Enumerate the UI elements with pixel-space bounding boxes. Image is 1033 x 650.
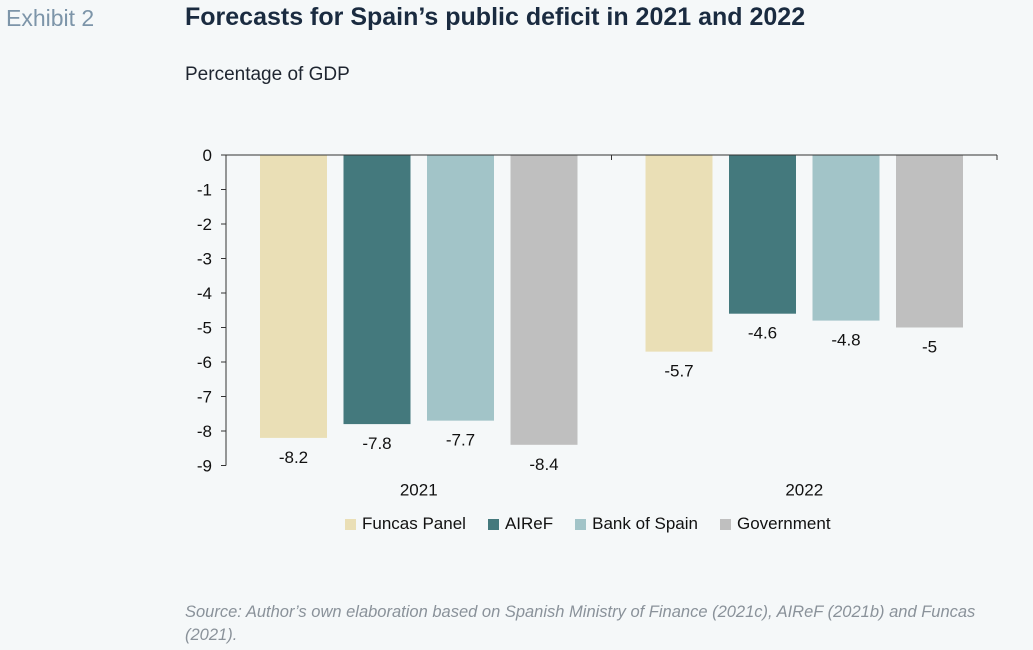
legend-item-bank-of-spain: Bank of Spain [575,514,698,534]
category-label-2021: 2021 [400,481,438,500]
chart-subtitle: Percentage of GDP [185,64,350,85]
bar-funcas-panel-2021 [260,155,327,438]
data-label-airef-2022: -4.6 [748,324,777,343]
legend-item-funcas-panel: Funcas Panel [345,514,466,534]
y-tick-label: -5 [197,319,212,338]
chart-legend: Funcas Panel AIReF Bank of Spain Governm… [345,514,853,534]
legend-label-airef: AIReF [504,514,554,533]
data-label-airef-2021: -7.8 [362,434,391,453]
y-tick-label: -7 [197,388,212,407]
legend-swatch-funcas-panel [345,518,356,530]
bar-airef-2022 [729,155,796,314]
bar-bank-of-spain-2022 [812,155,880,321]
category-label-2022: 2022 [785,481,823,500]
legend-label-government: Government [737,514,831,533]
exhibit-label: Exhibit 2 [6,5,95,31]
y-tick-label: -1 [197,181,212,200]
data-label-government-2022: -5 [922,338,937,357]
legend-swatch-airef [487,518,499,530]
bar-government-2022 [896,155,963,328]
data-label-funcas-panel-2022: -5.7 [664,362,693,381]
y-tick-label: -9 [197,457,212,476]
y-tick-label: -8 [197,422,212,441]
y-tick-label: -6 [197,353,212,372]
legend-item-airef: AIReF [487,514,554,534]
bar-bank-of-spain-2021 [427,155,494,421]
data-label-government-2021: -8.4 [529,455,558,474]
y-tick-label: -2 [197,215,212,234]
bar-chart: -8.2 -7.8 -7.7 -8.4 -5.7 -4.6 -4.8 -5 2021 2022 0… [197,146,998,500]
legend-swatch-government [720,518,731,530]
y-tick-label: -3 [197,250,212,269]
legend-label-funcas-panel: Funcas Panel [362,514,466,533]
bar-government-2021 [510,155,578,445]
y-tick-label: -4 [197,284,212,303]
data-label-bank-of-spain-2022: -4.8 [831,331,860,350]
legend-swatch-bank-of-spain [575,518,587,530]
source-note: Source: Author’s own elaboration based o… [185,603,976,644]
bar-airef-2021 [343,155,411,425]
data-label-bank-of-spain-2021: -7.7 [446,431,475,450]
legend-item-government: Government [720,514,831,534]
data-label-funcas-panel-2021: -8.2 [279,448,308,467]
legend-label-bank-of-spain: Bank of Spain [592,514,698,533]
chart-title: Forecasts for Spain’s public deficit in … [185,3,806,31]
y-tick-label: 0 [203,146,212,165]
bar-funcas-panel-2022 [645,155,713,352]
